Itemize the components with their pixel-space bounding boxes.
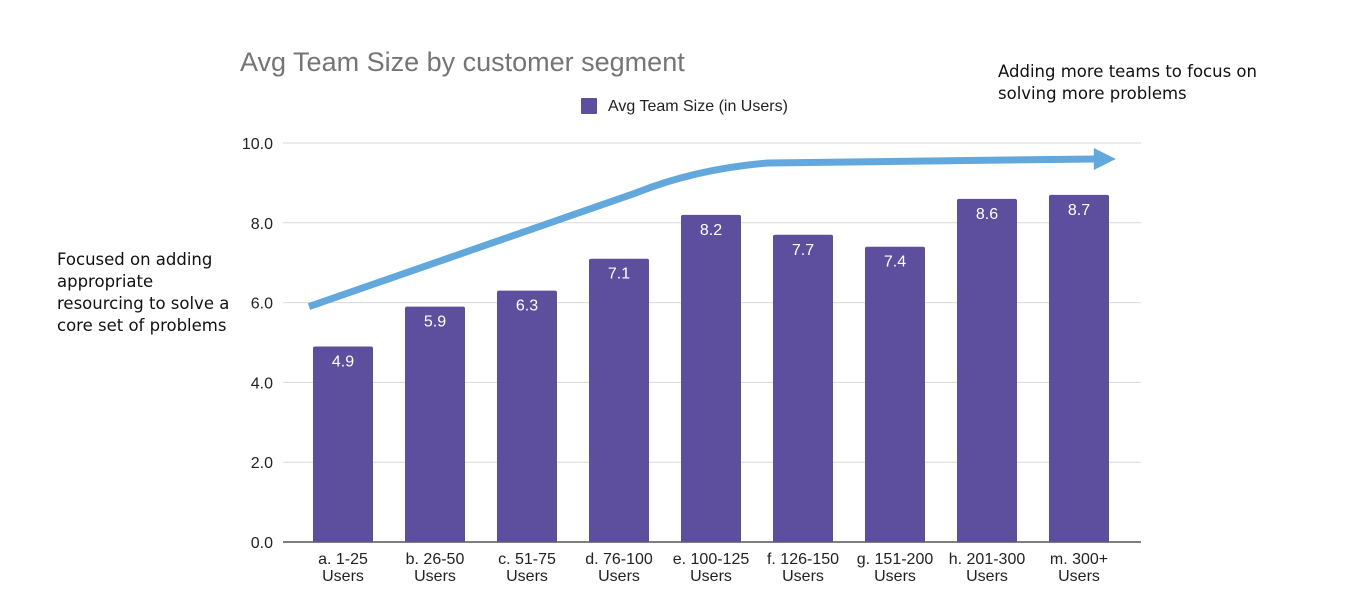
x-tick-label: Users [690,568,732,585]
legend-swatch [581,98,597,114]
legend: Avg Team Size (in Users) [581,98,788,115]
y-tick-label: 10.0 [242,136,273,153]
x-tick-label: h. 201-300 [949,551,1026,568]
annotation-right: Adding more teams to focus on solving mo… [998,62,1257,103]
bar [957,198,1017,543]
data-label: 5.9 [424,314,446,331]
x-tick-label: Users [506,568,548,585]
data-label: 6.3 [516,298,538,315]
data-label: 8.6 [976,206,998,223]
x-tick-label: c. 51-75 [498,551,556,568]
x-tick-label: g. 151-200 [857,551,934,568]
y-tick-label: 6.0 [251,296,273,313]
bar [773,234,833,542]
chart-title: Avg Team Size by customer segment [240,47,685,77]
y-tick-label: 8.0 [251,216,273,233]
bar [1049,194,1109,542]
x-tick-label: Users [322,568,364,585]
bar [681,214,741,542]
data-label: 7.4 [884,254,906,271]
data-label: 4.9 [332,353,354,370]
x-tick-label: Users [1058,568,1100,585]
x-tick-label: b. 26-50 [406,551,465,568]
arrowhead-icon [1093,147,1116,170]
x-tick-label: a. 1-25 [318,551,368,568]
trend-arrow [307,147,1116,310]
y-axis: 0.0 2.0 4.0 6.0 8.0 10.0 [242,136,273,552]
data-label: 8.2 [700,222,722,239]
x-tick-label: Users [598,568,640,585]
x-tick-label: e. 100-125 [673,551,750,568]
x-tick-label: Users [874,568,916,585]
bar [405,306,465,542]
y-tick-label: 0.0 [251,535,273,552]
trend-line [307,155,1096,310]
bar [497,290,557,542]
y-tick-label: 2.0 [251,455,273,472]
annotation-left: Focused on adding appropriate resourcing… [57,250,230,335]
x-tick-label: Users [966,568,1008,585]
data-label: 7.1 [608,266,630,283]
bar [589,258,649,542]
bars: 4.9 5.9 6.3 7.1 8.2 7.7 7.4 8.6 8.7 [313,194,1109,543]
x-tick-label: d. 76-100 [585,551,653,568]
bar [313,346,373,542]
data-label: 7.7 [792,242,814,259]
legend-label: Avg Team Size (in Users) [608,98,788,115]
x-tick-label: Users [414,568,456,585]
data-label: 8.7 [1068,202,1090,219]
y-tick-label: 4.0 [251,375,273,392]
x-tick-label: Users [782,568,824,585]
x-tick-label: f. 126-150 [767,551,839,568]
bar [865,246,925,543]
x-tick-label: m. 300+ [1050,551,1108,568]
